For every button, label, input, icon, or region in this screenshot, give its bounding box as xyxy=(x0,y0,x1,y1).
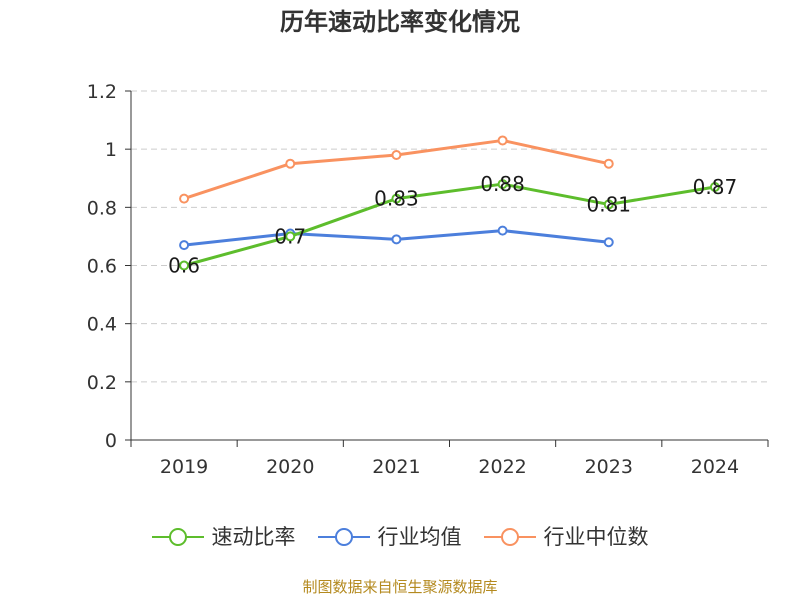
data-point[interactable] xyxy=(285,158,296,169)
data-point[interactable] xyxy=(497,225,508,236)
chart-title: 历年速动比率变化情况 xyxy=(280,8,520,36)
data-point[interactable] xyxy=(709,181,720,192)
legend-label: 速动比率 xyxy=(211,525,296,549)
y-tick-label: 0.2 xyxy=(87,372,117,394)
x-tick-label: 2020 xyxy=(266,456,314,478)
data-point[interactable] xyxy=(391,149,402,160)
x-tick-label: 2024 xyxy=(691,456,739,478)
x-tick-label: 2023 xyxy=(585,456,633,478)
x-tick-label: 2021 xyxy=(372,456,420,478)
data-label: 0.87 xyxy=(693,175,738,199)
y-tick-label: 0.4 xyxy=(87,314,117,336)
legend-line-icon xyxy=(483,528,536,546)
x-tick-label: 2019 xyxy=(160,456,208,478)
data-label: 0.7 xyxy=(274,224,306,248)
data-label: 0.83 xyxy=(374,187,419,211)
data-point[interactable] xyxy=(179,260,190,271)
data-point[interactable] xyxy=(285,231,296,242)
legend: 速动比率 行业均值 行业中位数 xyxy=(0,517,800,557)
data-point[interactable] xyxy=(179,240,190,251)
legend-label: 行业均值 xyxy=(377,525,462,549)
legend-item-industry-median[interactable]: 行业中位数 xyxy=(483,525,649,549)
data-labels: 0.6 0.7 0.83 0.88 0.81 0.87 xyxy=(168,172,737,277)
grid-lines xyxy=(131,90,768,383)
data-point[interactable] xyxy=(497,135,508,146)
y-tick-label: 1.2 xyxy=(87,81,117,103)
data-point[interactable] xyxy=(391,193,402,204)
y-tick-label: 0.8 xyxy=(87,197,117,219)
legend-label: 行业中位数 xyxy=(543,525,649,549)
data-label: 0.6 xyxy=(168,254,200,278)
source-note: 制图数据来自恒生聚源数据库 xyxy=(302,578,498,596)
data-point[interactable] xyxy=(603,199,614,210)
legend-item-industry-avg[interactable]: 行业均值 xyxy=(317,525,462,549)
data-point[interactable] xyxy=(497,179,508,190)
legend-line-icon xyxy=(317,528,370,546)
legend-line-icon xyxy=(151,528,204,546)
x-tick-label: 2022 xyxy=(478,456,526,478)
data-point[interactable] xyxy=(391,234,402,245)
series-line xyxy=(183,182,716,267)
data-point[interactable] xyxy=(179,193,190,204)
y-tick-label: 0 xyxy=(105,430,117,452)
data-label: 0.88 xyxy=(480,172,525,196)
y-tick-label: 0.6 xyxy=(87,256,117,278)
series-lines xyxy=(179,135,720,271)
data-label: 0.81 xyxy=(586,192,631,216)
legend-item-speed-ratio[interactable]: 速动比率 xyxy=(151,525,296,549)
data-point[interactable] xyxy=(603,237,614,248)
data-point[interactable] xyxy=(603,158,614,169)
y-tick-label: 1 xyxy=(105,139,117,161)
